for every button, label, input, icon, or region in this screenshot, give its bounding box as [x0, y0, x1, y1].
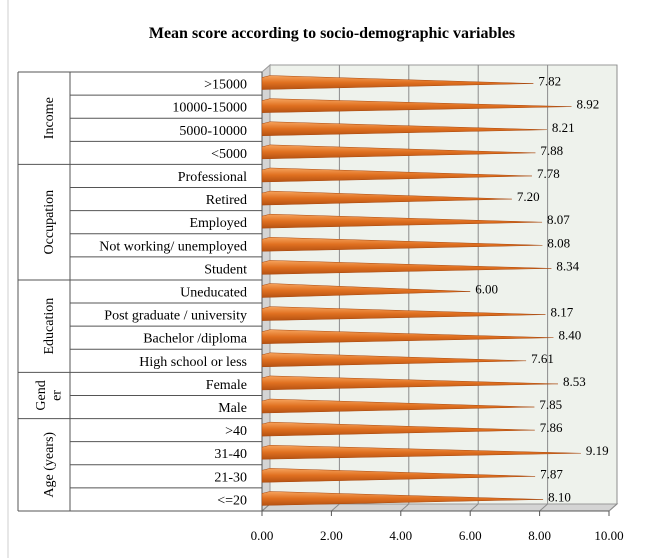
data-label: 8.07 — [547, 212, 570, 227]
category-label: Uneducated — [180, 286, 247, 301]
data-label: 8.53 — [563, 374, 586, 389]
bar — [261, 167, 532, 183]
data-label: 8.34 — [556, 258, 579, 273]
data-label: 7.87 — [540, 466, 563, 481]
bar — [261, 398, 535, 414]
group-label: Gender — [34, 380, 64, 410]
floor-gridline — [469, 503, 479, 512]
bar — [261, 144, 536, 160]
group-label: Income — [42, 97, 57, 139]
category-label: 10000-15000 — [172, 101, 247, 116]
x-tick-label: 4.00 — [389, 528, 412, 543]
category-label: Not working/ unemployed — [99, 239, 247, 254]
floor-gridline — [400, 503, 410, 512]
bar — [261, 306, 546, 321]
category-label: >15000 — [204, 78, 247, 93]
chart-title: Mean score according to socio-demographi… — [149, 25, 515, 42]
category-label: Retired — [206, 193, 247, 208]
x-tick-label: 10.00 — [594, 528, 623, 543]
category-label: >40 — [225, 424, 247, 439]
bar — [261, 121, 547, 137]
category-label: Post graduate / university — [104, 309, 247, 324]
bar — [261, 329, 554, 344]
x-tick-label: 6.00 — [459, 528, 482, 543]
category-label: 5000-10000 — [179, 124, 247, 139]
bar — [261, 98, 572, 113]
floor-gridline — [539, 503, 548, 512]
bar — [261, 421, 535, 437]
x-tick-label: 2.00 — [320, 528, 343, 543]
bar — [261, 237, 543, 252]
data-label: 7.88 — [540, 143, 563, 158]
data-label: 8.10 — [548, 489, 571, 504]
data-label: 7.20 — [517, 189, 540, 204]
group-label: Occupation — [42, 190, 57, 255]
category-label: 21-30 — [214, 470, 247, 485]
category-label: <5000 — [211, 147, 247, 162]
data-label: 7.61 — [531, 351, 554, 366]
floor-gridline — [331, 503, 340, 512]
bar — [261, 213, 543, 229]
group-label: Age (years) — [42, 432, 57, 498]
bar — [261, 75, 534, 90]
bar — [261, 444, 581, 460]
category-label: 31-40 — [214, 447, 247, 462]
data-label: 8.92 — [577, 97, 600, 112]
data-label: 8.21 — [552, 120, 575, 135]
data-label: 7.86 — [540, 420, 563, 435]
data-label: 8.17 — [550, 305, 573, 320]
category-label: Bachelor /diploma — [143, 332, 248, 347]
category-label: Employed — [189, 216, 247, 231]
category-label: <=20 — [217, 493, 247, 508]
bar — [261, 190, 512, 206]
category-label: Male — [218, 401, 247, 416]
floor-gridline — [608, 503, 618, 512]
data-label: 7.85 — [539, 397, 562, 412]
data-label: 9.19 — [586, 443, 609, 458]
bar — [261, 352, 527, 368]
data-label: 8.40 — [558, 328, 581, 343]
bar — [261, 491, 544, 506]
plot-floor — [260, 503, 619, 512]
category-label: Female — [206, 378, 247, 393]
data-label: 7.78 — [537, 166, 560, 181]
data-label: 6.00 — [475, 282, 498, 297]
x-tick-label: 8.00 — [528, 528, 551, 543]
bar — [261, 375, 558, 391]
x-tick-label: 0.00 — [251, 528, 274, 543]
data-label: 8.08 — [547, 235, 570, 250]
bar — [261, 468, 536, 483]
category-label: High school or less — [139, 355, 247, 370]
group-label: Education — [42, 298, 57, 355]
bar — [261, 260, 552, 275]
bar — [261, 283, 471, 298]
data-label: 7.82 — [538, 74, 561, 89]
category-label: Student — [204, 262, 247, 277]
category-label: Professional — [178, 170, 247, 185]
